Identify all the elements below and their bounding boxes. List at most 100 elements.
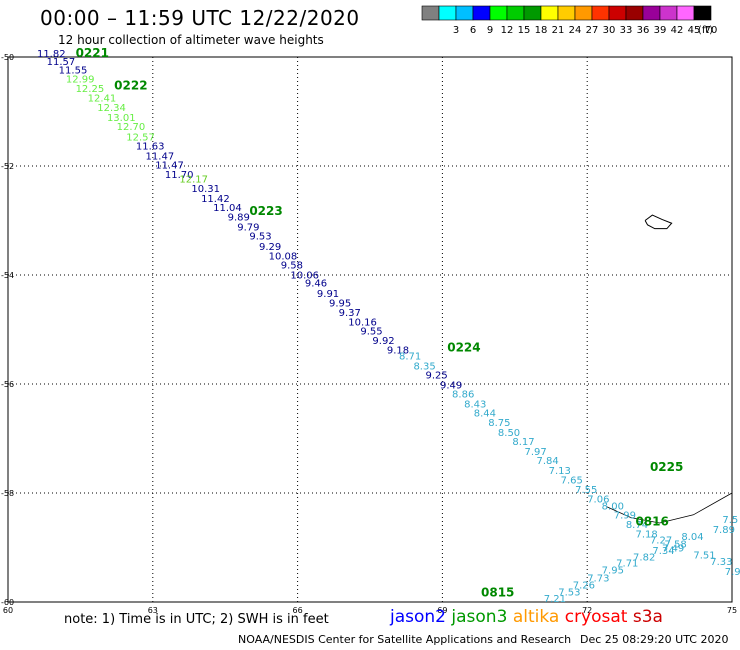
y-tick-label: -60 xyxy=(1,598,14,607)
wave-height-label: 11.70 xyxy=(165,170,194,181)
satellite-key: jason2 jason3 altika cryosat s3a xyxy=(390,607,663,627)
wave-height-label: 8.00 xyxy=(602,501,624,512)
wave-height-label: 7.5 xyxy=(722,515,738,526)
x-tick-label: 60 xyxy=(3,606,13,615)
wave-height-label: 9.49 xyxy=(440,380,462,391)
wave-height-label: 9.91 xyxy=(317,289,339,300)
wave-height-label: 8.50 xyxy=(498,428,520,439)
map-title: 00:00 – 11:59 UTC 12/22/2020 xyxy=(40,6,360,30)
pass-time-label: 0224 xyxy=(447,340,480,354)
x-tick-label: 66 xyxy=(293,606,303,615)
wave-height-label: 7.06 xyxy=(587,494,609,505)
satellite-name-s3a: s3a xyxy=(632,607,663,627)
y-tick-label: -56 xyxy=(1,380,14,389)
legend-tick-label: 9 xyxy=(487,25,493,36)
wave-height-label: 7.95 xyxy=(602,566,624,577)
y-tick-label: -52 xyxy=(1,162,14,171)
wave-height-label: 8.17 xyxy=(512,437,534,448)
color-scale-legend: 3 6 9 12 15 18 21 24 27 30 33 36 39 42 45 70(ft) xyxy=(421,5,717,36)
wave-height-label: 12.57 xyxy=(126,132,155,143)
wave-height-label: 8.43 xyxy=(464,399,486,410)
wave-height-label: 7.82 xyxy=(633,553,655,564)
satellite-name-cryosat: cryosat xyxy=(564,607,628,627)
wave-height-label: 7.53 xyxy=(558,587,580,598)
credit-line: NOAA/NESDIS Center for Satellite Applica… xyxy=(238,633,572,646)
legend-tick-label: 12 xyxy=(501,25,514,36)
wave-height-label: 8.86 xyxy=(452,390,474,401)
y-tick-label: -50 xyxy=(1,53,14,62)
satellite-name-jason3: jason3 xyxy=(451,607,508,627)
wave-height-label: 7.55 xyxy=(575,485,597,496)
wave-height-label: 7.49 xyxy=(662,543,684,554)
legend-tick-label: 27 xyxy=(586,25,599,36)
pass-time-label: 0223 xyxy=(249,204,282,218)
wave-height-label: 7.51 xyxy=(693,550,715,561)
wave-height-label: 8.74 xyxy=(626,520,648,531)
x-tick-label: 69 xyxy=(437,606,447,615)
wave-height-label: 9.89 xyxy=(228,213,250,224)
wave-height-label: 7.27 xyxy=(650,536,672,547)
legend-tick-label: 42 xyxy=(671,25,684,36)
plot-frame xyxy=(7,56,733,603)
wave-height-label: 8.75 xyxy=(488,418,510,429)
legend-tick-label: 24 xyxy=(569,25,582,36)
pass-time-label: 0815 xyxy=(481,586,514,600)
legend-unit: (ft) xyxy=(698,25,713,36)
wave-height-label: 7.89 xyxy=(713,525,735,536)
wave-height-label: 7.71 xyxy=(616,559,638,570)
wave-height-label: 11.82 xyxy=(37,49,66,60)
wave-height-label: 9.55 xyxy=(360,326,382,337)
wave-height-label: 7.97 xyxy=(524,447,546,458)
wave-height-label: 9.46 xyxy=(305,278,327,289)
legend-tick-label: 45 xyxy=(688,25,701,36)
island-outline xyxy=(644,214,673,230)
wave-height-label: 9.92 xyxy=(372,336,394,347)
y-tick-label: -54 xyxy=(1,271,14,280)
wave-height-label: 12.41 xyxy=(88,94,117,105)
x-tick-label: 63 xyxy=(148,606,158,615)
wave-height-label: 7.13 xyxy=(549,466,571,477)
x-tick-label: 75 xyxy=(727,606,737,615)
wave-height-label: 11.47 xyxy=(155,161,184,172)
legend-tick-label: 33 xyxy=(620,25,633,36)
wave-height-label: 7.99 xyxy=(614,511,636,522)
wave-height-label: 12.99 xyxy=(66,75,95,86)
legend-tick-label: 30 xyxy=(603,25,616,36)
wave-height-label: 11.42 xyxy=(201,194,230,205)
satellite-name-altika: altika xyxy=(512,607,560,627)
legend-tick-label: 18 xyxy=(535,25,548,36)
wave-height-label: 7.84 xyxy=(537,456,559,467)
generation-timestamp: Dec 25 08:29:20 UTC 2020 xyxy=(580,633,729,646)
wave-height-label: 7.21 xyxy=(544,594,566,605)
wave-height-label: 11.57 xyxy=(47,57,76,68)
wave-height-label: 7.9 xyxy=(725,567,740,578)
track-curve xyxy=(606,492,733,524)
footer-note: note: 1) Time is in UTC; 2) SWH is in fe… xyxy=(64,612,329,627)
wave-height-label: 7.65 xyxy=(561,476,583,487)
pass-time-label: 0221 xyxy=(76,46,109,60)
wave-height-label: 8.04 xyxy=(681,532,703,543)
wave-height-label: 8.71 xyxy=(399,351,421,362)
wave-height-label: 11.47 xyxy=(146,151,175,162)
wave-height-label: 12.34 xyxy=(97,103,126,114)
wave-height-label: 9.37 xyxy=(339,308,361,319)
pass-time-label: 0225 xyxy=(650,460,683,474)
x-tick-label: 72 xyxy=(582,606,592,615)
legend-tick-label: 15 xyxy=(518,25,531,36)
wave-height-label: 13.01 xyxy=(107,113,136,124)
wave-height-label: 9.53 xyxy=(249,232,271,243)
wave-height-label: 8.44 xyxy=(474,409,496,420)
wave-height-label: 11.55 xyxy=(59,65,88,76)
wave-height-label: 12.17 xyxy=(179,174,208,185)
wave-height-label: 9.18 xyxy=(387,345,409,356)
wave-height-label: 7.58 xyxy=(664,540,686,551)
legend-tick-label: 21 xyxy=(552,25,565,36)
y-tick-label: -58 xyxy=(1,489,14,498)
wave-height-label: 10.16 xyxy=(348,318,377,329)
legend-swatch xyxy=(693,5,712,21)
wave-height-label: 8.35 xyxy=(413,361,435,372)
wave-height-label: 7.33 xyxy=(710,557,732,568)
map-subtitle: 12 hour collection of altimeter wave hei… xyxy=(58,33,324,47)
wave-height-label: 12.70 xyxy=(117,122,146,133)
